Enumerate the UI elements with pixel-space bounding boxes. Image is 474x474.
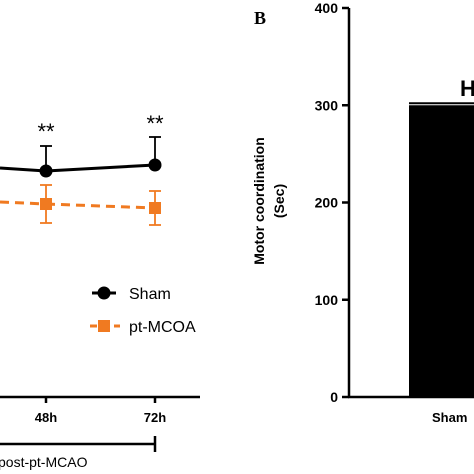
panel-b-y-tick-label: 0 [330,389,338,405]
panel-b-y-tick-label: 100 [315,292,339,308]
panel-b-y-tick-label: 200 [315,195,339,211]
panel-b-label: B [254,8,266,28]
panel-a-line-chart: 48h 72h post-pt-MCAO [0,111,200,470]
panel-a-tick-label: 72h [144,410,166,425]
significance-marker: ** [146,111,164,136]
legend-pt-mcoa-label: pt-MCOA [129,319,196,336]
series-sham-line [45,163,156,173]
legend-sham-label: Sham [129,286,171,303]
series-pt-mcoa-line-in [0,200,47,206]
series-pt-mcoa-line [45,202,156,210]
panel-b-y-title-line1: Motor coordination [251,137,267,265]
panel-b-y-tick-label: 400 [315,0,339,16]
panel-b-y-title-line2: (Sec) [271,184,287,218]
panel-b-bar-chart: B Motor coordination (Sec) 0 100 200 300 400… [251,0,474,425]
panel-a-legend: Sham pt-MCOA [90,286,196,336]
sham-point [39,164,53,178]
bar-sham [409,105,474,397]
legend-sham-marker [97,286,111,300]
series-sham-line-in [0,166,47,173]
significance-marker: ** [37,119,55,144]
panel-b-y-tick-label: 300 [315,97,339,113]
series-sham [0,136,162,178]
panel-a-x-label: post-pt-MCAO [0,454,88,470]
pt-mcoa-point [149,202,161,214]
legend-pt-mcoa-marker [98,320,110,332]
panel-b-category-label: Sham [432,410,467,425]
panel-b-significance-bracket: H [460,76,474,101]
panel-a-tick-label: 48h [35,410,57,425]
sham-point [148,158,162,172]
pt-mcoa-point [40,198,52,210]
series-pt-mcoa [0,184,161,226]
